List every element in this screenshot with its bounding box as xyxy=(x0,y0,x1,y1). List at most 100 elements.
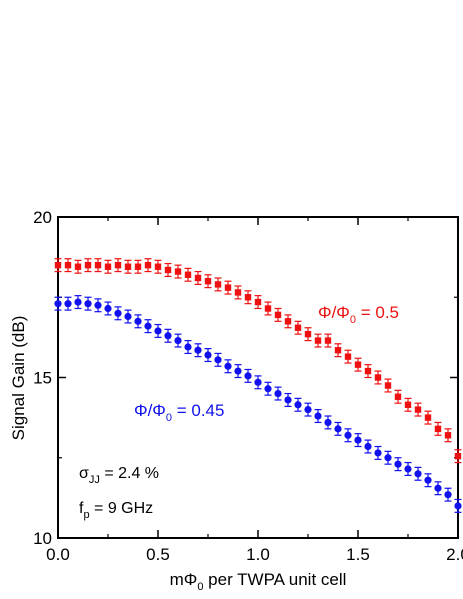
x-tick-label: 1.5 xyxy=(346,545,370,564)
data-point xyxy=(184,271,192,278)
data-point xyxy=(344,353,352,360)
data-point xyxy=(444,491,452,499)
data-point xyxy=(114,309,122,317)
data-point xyxy=(234,289,242,296)
data-point xyxy=(244,294,252,301)
y-tick-label: 10 xyxy=(33,529,52,548)
data-point xyxy=(114,261,122,269)
data-point xyxy=(254,298,262,306)
data-point xyxy=(414,470,422,478)
data-point xyxy=(234,367,242,375)
data-point xyxy=(174,336,182,345)
data-point xyxy=(244,372,252,380)
data-point xyxy=(404,465,412,473)
x-tick-label: 0.0 xyxy=(46,545,70,564)
data-point xyxy=(324,418,332,427)
data-point xyxy=(124,312,132,321)
data-point xyxy=(64,261,72,269)
data-point xyxy=(454,502,462,510)
data-point xyxy=(264,305,272,312)
x-tick-label: 2.0 xyxy=(446,545,463,564)
y-tick-label: 20 xyxy=(33,208,52,227)
data-point xyxy=(154,263,162,270)
series-layer xyxy=(54,258,462,513)
data-point xyxy=(144,261,152,269)
data-point xyxy=(94,261,102,269)
data-point xyxy=(164,332,172,340)
sigma-jj-annotation: σJJ = 2.4 % xyxy=(79,465,159,486)
axis-tick-labels: 0.0 0.5 1.0 1.5 2.0 10 15 20 xyxy=(33,208,463,564)
data-point xyxy=(374,449,382,457)
data-point xyxy=(184,343,192,351)
data-point xyxy=(264,385,272,393)
series-phi-0-45 xyxy=(54,295,462,513)
data-point xyxy=(384,382,392,389)
series-label-phi-0-45: Φ/Φ0 = 0.45 xyxy=(134,401,224,424)
data-point xyxy=(394,460,402,468)
data-point xyxy=(84,300,92,308)
data-point xyxy=(384,454,392,462)
data-point xyxy=(224,362,232,370)
data-point xyxy=(194,346,202,354)
data-point xyxy=(354,436,362,444)
data-point xyxy=(374,374,382,381)
data-point xyxy=(124,263,132,270)
data-point xyxy=(314,337,322,344)
data-point xyxy=(314,412,322,420)
data-point xyxy=(284,396,292,404)
data-point xyxy=(164,266,172,274)
data-point xyxy=(74,298,82,306)
data-point xyxy=(364,367,372,375)
data-point xyxy=(294,324,302,331)
data-point xyxy=(84,261,92,269)
data-point xyxy=(224,284,232,291)
data-point xyxy=(454,452,462,460)
data-point xyxy=(214,356,222,364)
x-axis-title-sub: 0 xyxy=(197,581,203,593)
x-tick-label: 0.5 xyxy=(146,545,170,564)
data-point xyxy=(204,351,212,359)
data-point xyxy=(394,393,402,400)
data-point xyxy=(404,401,412,408)
data-point xyxy=(174,268,182,275)
data-point xyxy=(434,484,442,492)
data-point xyxy=(274,311,282,319)
data-point xyxy=(274,389,282,398)
data-point xyxy=(194,274,202,282)
data-point xyxy=(334,347,342,354)
x-axis-title: mΦ0 per TWPA unit cell xyxy=(170,570,347,593)
data-point xyxy=(74,263,82,270)
data-point xyxy=(94,301,102,309)
data-point xyxy=(294,401,302,409)
data-point xyxy=(254,378,262,386)
data-point xyxy=(134,263,142,270)
x-tick-label: 1.0 xyxy=(246,545,270,564)
data-point xyxy=(334,425,342,433)
y-axis-title: Signal Gain (dB) xyxy=(9,316,28,441)
data-point xyxy=(414,406,422,413)
data-point xyxy=(424,414,432,421)
data-point xyxy=(434,425,442,433)
data-point xyxy=(214,281,222,288)
data-point xyxy=(444,432,452,439)
x-axis-title-main: mΦ xyxy=(170,570,198,589)
data-point xyxy=(304,406,312,414)
data-point xyxy=(284,318,292,325)
data-point xyxy=(134,317,142,325)
data-point xyxy=(104,263,112,270)
data-point xyxy=(364,442,372,451)
x-axis-title-rest: per TWPA unit cell xyxy=(203,570,346,589)
series-label-phi-0-5: Φ/Φ0 = 0.5 xyxy=(318,303,399,326)
axis-ticks xyxy=(57,216,459,539)
data-point xyxy=(324,337,332,344)
data-point xyxy=(54,300,62,308)
data-point xyxy=(64,300,72,308)
data-point xyxy=(144,322,152,330)
data-point xyxy=(344,431,352,439)
series-phi-0-5 xyxy=(54,258,462,464)
data-point xyxy=(424,476,432,484)
pump-frequency-annotation: fp = 9 GHz xyxy=(79,500,153,521)
data-point xyxy=(104,304,112,313)
y-tick-label: 15 xyxy=(33,369,52,388)
data-point xyxy=(154,327,162,335)
